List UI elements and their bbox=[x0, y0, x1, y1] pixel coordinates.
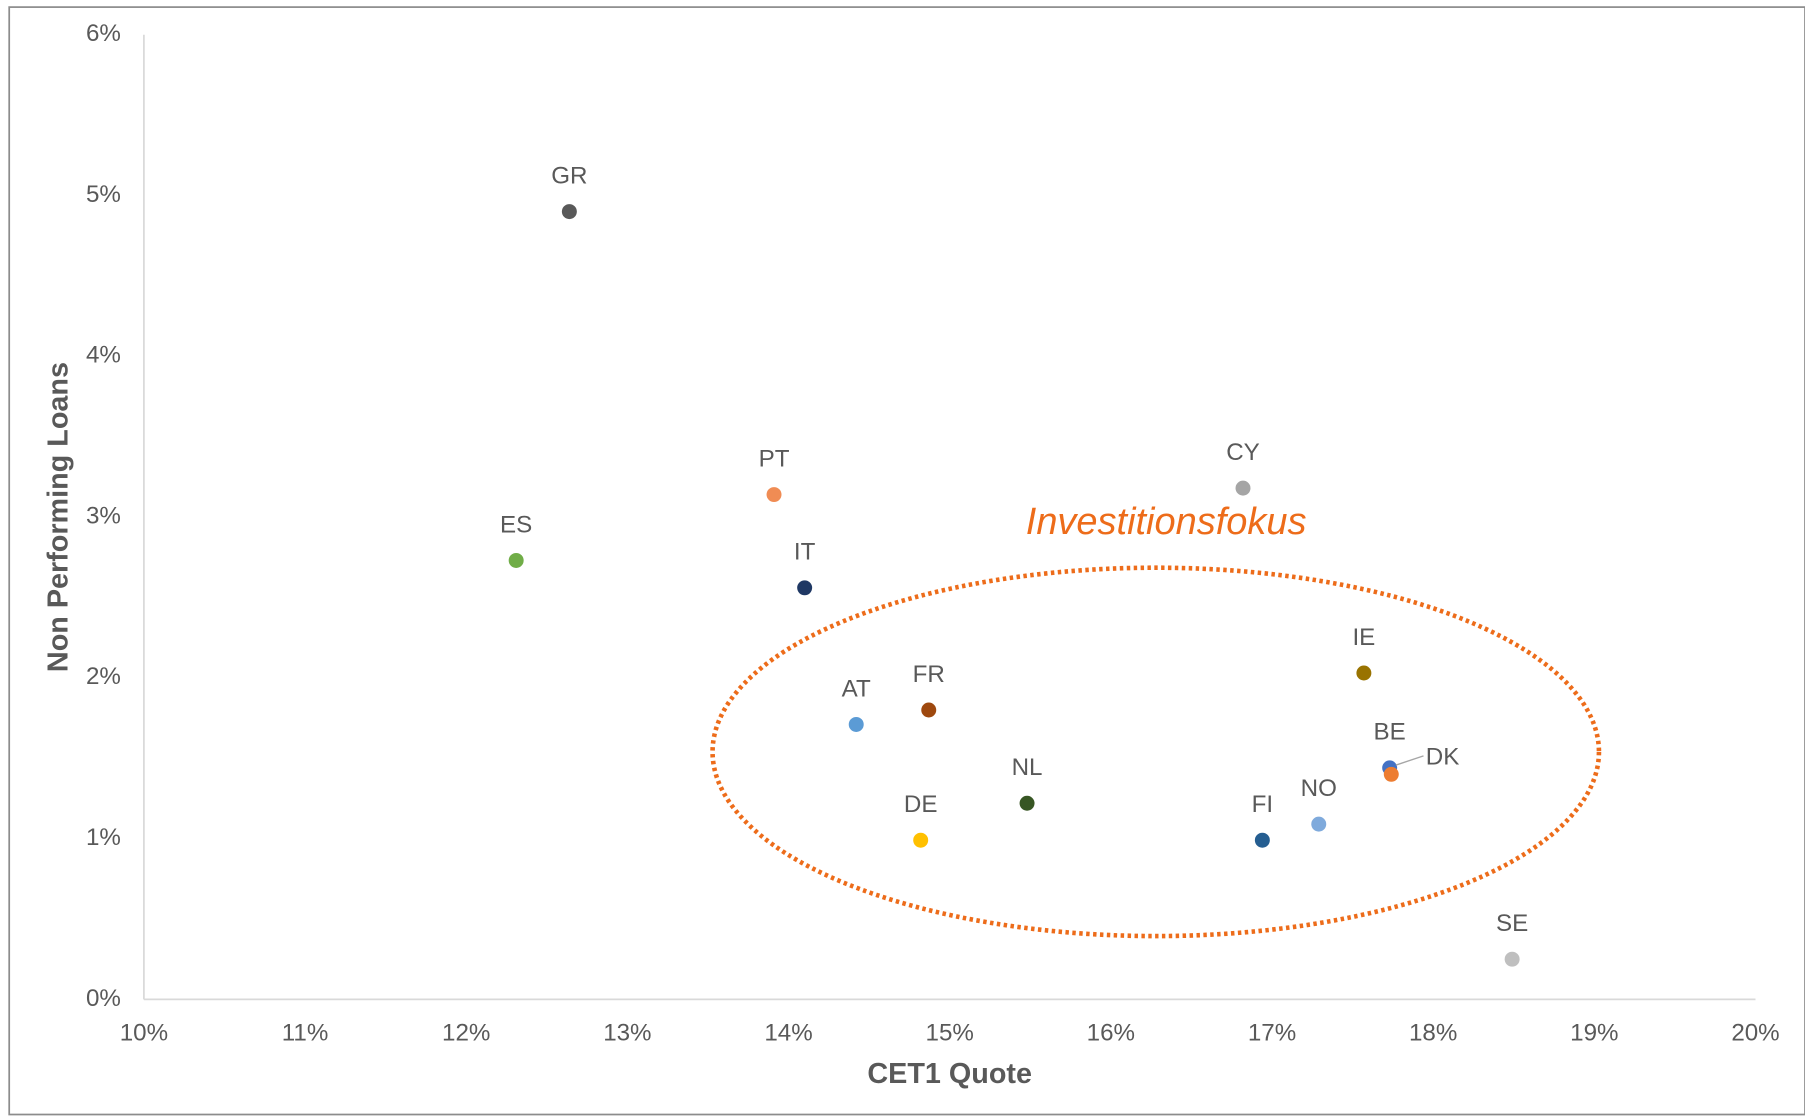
point bbox=[1254, 832, 1270, 848]
y-tick-label: 1% bbox=[86, 824, 121, 851]
point bbox=[1504, 951, 1520, 967]
point-label: IE bbox=[1352, 624, 1375, 651]
point-label: IT bbox=[794, 539, 816, 566]
point-label: DE bbox=[904, 791, 938, 818]
leader-line bbox=[1395, 755, 1424, 766]
point bbox=[1383, 766, 1399, 782]
y-tick-label: 6% bbox=[86, 20, 121, 47]
point bbox=[1311, 816, 1327, 832]
point-label: PT bbox=[759, 445, 790, 472]
point bbox=[797, 580, 813, 596]
point bbox=[921, 702, 937, 718]
x-tick-label: 19% bbox=[1570, 1019, 1618, 1046]
x-tick-label: 17% bbox=[1248, 1019, 1296, 1046]
x-tick-label: 10% bbox=[120, 1019, 168, 1046]
x-tick-label: 15% bbox=[926, 1019, 974, 1046]
point-label: AT bbox=[842, 675, 871, 702]
point-label: NO bbox=[1301, 775, 1337, 802]
x-tick-label: 12% bbox=[442, 1019, 490, 1046]
x-tick-label: 13% bbox=[603, 1019, 651, 1046]
point bbox=[1356, 665, 1372, 681]
point bbox=[508, 552, 524, 568]
y-tick-label: 5% bbox=[86, 181, 121, 208]
annotation: Investitionsfokus bbox=[1026, 501, 1307, 543]
point-label: ES bbox=[500, 511, 532, 538]
point bbox=[848, 716, 864, 732]
point-label: SE bbox=[1496, 910, 1528, 937]
y-tick-label: 3% bbox=[86, 502, 121, 529]
x-tick-label: 16% bbox=[1087, 1019, 1135, 1046]
x-axis-title: CET1 Quote bbox=[867, 1058, 1032, 1090]
point bbox=[913, 832, 929, 848]
x-tick-label: 18% bbox=[1409, 1019, 1457, 1046]
point-label: DK bbox=[1426, 744, 1460, 771]
chart-frame bbox=[8, 6, 1805, 1116]
point-label: BE bbox=[1374, 719, 1406, 746]
point bbox=[1235, 480, 1251, 496]
x-tick-label: 20% bbox=[1731, 1019, 1779, 1046]
y-tick-label: 4% bbox=[86, 342, 121, 369]
y-tick-label: 0% bbox=[86, 985, 121, 1012]
x-tick-label: 14% bbox=[764, 1019, 812, 1046]
point-label: FR bbox=[913, 661, 945, 688]
focus-ellipse bbox=[710, 565, 1602, 939]
y-axis-title: Non Performing Loans bbox=[42, 362, 74, 672]
point bbox=[766, 487, 782, 503]
point bbox=[561, 204, 577, 220]
point-label: GR bbox=[551, 162, 587, 189]
point-label: NL bbox=[1012, 754, 1043, 781]
point-label: CY bbox=[1226, 439, 1260, 466]
x-tick-label: 11% bbox=[282, 1019, 329, 1046]
point bbox=[1019, 795, 1035, 811]
y-tick-label: 2% bbox=[86, 663, 121, 690]
point-label: FI bbox=[1252, 791, 1273, 818]
